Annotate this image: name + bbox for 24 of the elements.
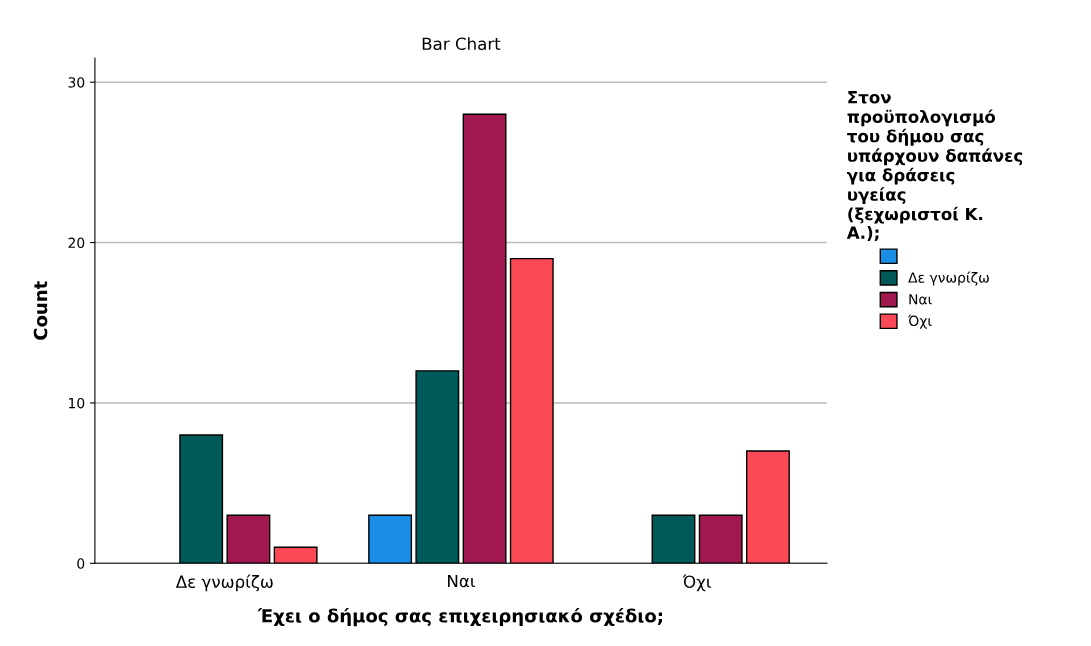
bar [179, 434, 224, 564]
bar [698, 514, 743, 564]
bar [273, 546, 318, 564]
x-tick-label: Ναι [448, 574, 475, 588]
x-tick-label: Όχι [682, 574, 711, 592]
bar [226, 514, 271, 564]
y-tick-label: 20 [68, 237, 85, 249]
x-axis-title: Έχει ο δήμος σας επιχειρησιακό σχέδιο; [257, 607, 662, 627]
x-tick-label: Δε γνωρίζω [175, 574, 273, 592]
chart-title: Bar Chart [422, 37, 501, 51]
legend-title: Στον προϋπολογισμό του δήμου σας υπάρχουν δαπάνες για δράσεις υγείας (ξεχωριστοί Κ. Α.); [846, 91, 1023, 242]
bar [745, 450, 790, 564]
legend-label: Όχι [907, 314, 932, 329]
bar [368, 514, 413, 564]
bar [462, 113, 507, 564]
y-axis-title: Count [33, 281, 48, 340]
bar [509, 257, 554, 564]
bar [651, 514, 696, 564]
legend-label: Ναι [909, 294, 932, 305]
y-tick-label: 0 [77, 558, 85, 569]
legend-label: Δε γνωρίζω [908, 271, 989, 286]
y-tick-label: 30 [68, 77, 85, 88]
y-tick-label: 10 [69, 397, 85, 409]
bar [415, 370, 460, 564]
